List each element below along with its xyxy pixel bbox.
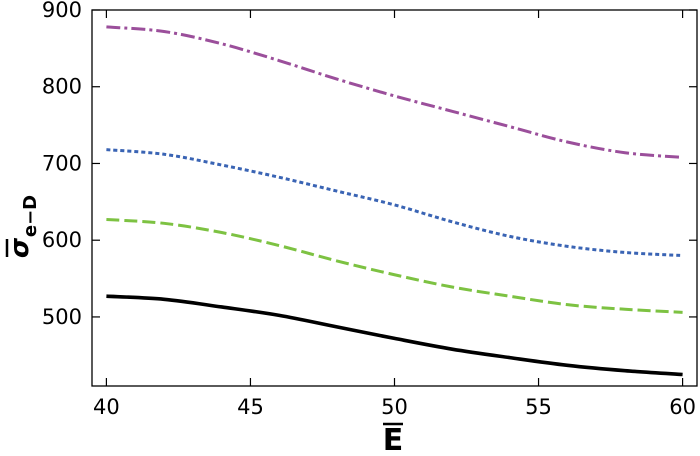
series-group — [106, 25, 683, 377]
y-axis-label-subscript: e−D — [20, 195, 41, 237]
y-axis-label-symbol: σ — [5, 237, 35, 258]
y-tick-label: 900 — [42, 0, 82, 22]
x-tick-label: 55 — [525, 395, 552, 419]
y-axis-label: σ e−D — [5, 195, 41, 258]
series-line-2-dashed — [106, 217, 683, 314]
x-tick-label: 60 — [669, 395, 696, 419]
x-tick-label: 40 — [93, 395, 120, 419]
y-tick-label: 500 — [42, 305, 82, 329]
y-tick-label: 700 — [42, 151, 82, 175]
tick-group: 40 45 50 55 60 500 600 700 800 900 — [42, 0, 697, 419]
series-line-1-solid — [106, 294, 683, 377]
x-axis-label: E — [383, 423, 404, 456]
plot-frame — [91, 9, 698, 387]
series-line-4-dash-dot — [106, 25, 683, 159]
series-line-3-dotted — [106, 148, 683, 258]
y-tick-label: 800 — [42, 75, 82, 99]
x-tick-label: 45 — [237, 395, 264, 419]
plot-border — [91, 9, 698, 387]
y-tick-label: 600 — [42, 228, 82, 252]
x-tick-label: 50 — [381, 395, 408, 419]
